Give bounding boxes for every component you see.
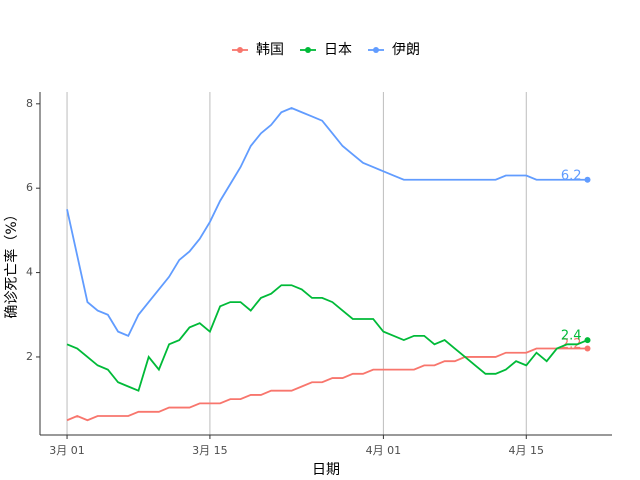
end-label: 6.2: [561, 168, 582, 183]
x-tick-label: 3月 01: [49, 444, 85, 457]
y-tick-label: 8: [26, 97, 33, 110]
legend-key-point: [237, 47, 243, 53]
end-point: [584, 337, 591, 344]
series-line: [66, 107, 588, 338]
x-axis-title: 日期: [312, 462, 340, 478]
legend-label: 伊朗: [392, 42, 420, 58]
series-line: [66, 347, 588, 422]
end-label: 2.4: [561, 329, 582, 344]
y-tick-label: 6: [26, 181, 33, 194]
y-tick-label: 2: [26, 350, 33, 363]
y-axis-title: 确诊死亡率（%）: [3, 207, 20, 318]
legend-label: 日本: [324, 42, 352, 58]
legend-label: 韩国: [256, 42, 284, 58]
series-line: [66, 284, 588, 392]
y-tick-label: 4: [26, 266, 33, 279]
end-point: [584, 345, 591, 352]
legend-key-point: [305, 47, 311, 53]
x-tick-label: 4月 01: [366, 444, 402, 457]
x-tick-label: 4月 15: [509, 444, 545, 457]
end-point: [584, 176, 591, 183]
legend-key-point: [373, 47, 379, 53]
x-tick-label: 3月 15: [192, 444, 228, 457]
